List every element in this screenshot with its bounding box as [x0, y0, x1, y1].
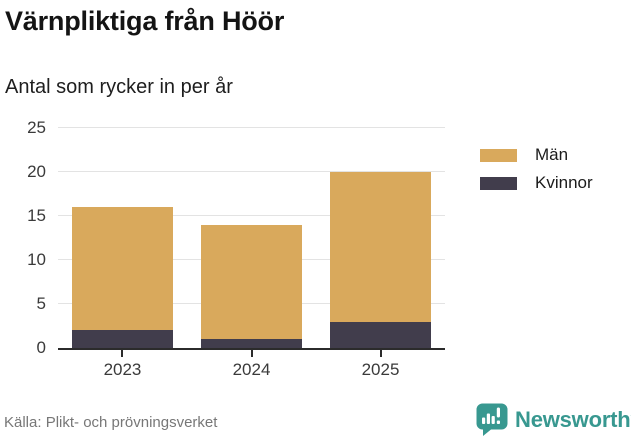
stacked-bar-2025	[329, 172, 432, 348]
legend-label-men: Män	[535, 145, 569, 164]
bar-segment-kvinnor	[329, 321, 432, 348]
bar-slot	[316, 128, 445, 348]
bar-segment-kvinnor	[71, 330, 174, 348]
plot-area	[58, 127, 445, 350]
y-tick-label: 10	[27, 250, 46, 269]
chart-title: Värnpliktiga från Höör	[5, 6, 285, 36]
legend-item-women: Kvinnor	[480, 173, 593, 192]
x-tick	[379, 350, 382, 357]
gridline	[58, 171, 445, 172]
bar-segment-kvinnor	[200, 339, 303, 348]
x-tick-label: 2024	[232, 360, 271, 379]
brand-logo: Newsworthy	[476, 403, 631, 436]
gridline	[58, 215, 445, 216]
y-tick-label: 25	[27, 118, 46, 137]
bar-segment-män	[329, 172, 432, 322]
y-tick-label: 20	[27, 162, 46, 181]
legend: Män Kvinnor	[480, 145, 593, 203]
legend-label-women: Kvinnor	[535, 173, 593, 192]
x-tick-label: 2023	[103, 360, 142, 379]
newsworthy-bubble-chart-icon	[476, 403, 508, 436]
gridline	[58, 127, 445, 128]
y-tick-label: 0	[36, 338, 46, 357]
x-tick-label: 2025	[361, 360, 400, 379]
brand-name: Newsworthy	[515, 406, 631, 432]
x-tick	[250, 350, 253, 357]
bar-slot	[187, 128, 316, 348]
y-tick-label: 5	[36, 294, 46, 313]
bar-segment-män	[71, 207, 174, 331]
stacked-bar-2023	[71, 207, 174, 348]
y-axis: 0 5 10 15 20 25	[0, 118, 46, 357]
x-axis: 2023 2024 2025	[58, 350, 445, 390]
source-note: Källa: Plikt- och prövningsverket	[4, 414, 218, 431]
legend-swatch-women	[480, 176, 517, 190]
legend-item-men: Män	[480, 145, 593, 164]
stacked-bar-2024	[200, 224, 303, 348]
y-tick-label: 15	[27, 206, 46, 225]
bar-slot	[58, 128, 187, 348]
chart-subtitle: Antal som rycker in per år	[5, 76, 233, 98]
legend-swatch-men	[480, 148, 517, 162]
x-tick	[121, 350, 124, 357]
bar-segment-män	[200, 224, 303, 340]
